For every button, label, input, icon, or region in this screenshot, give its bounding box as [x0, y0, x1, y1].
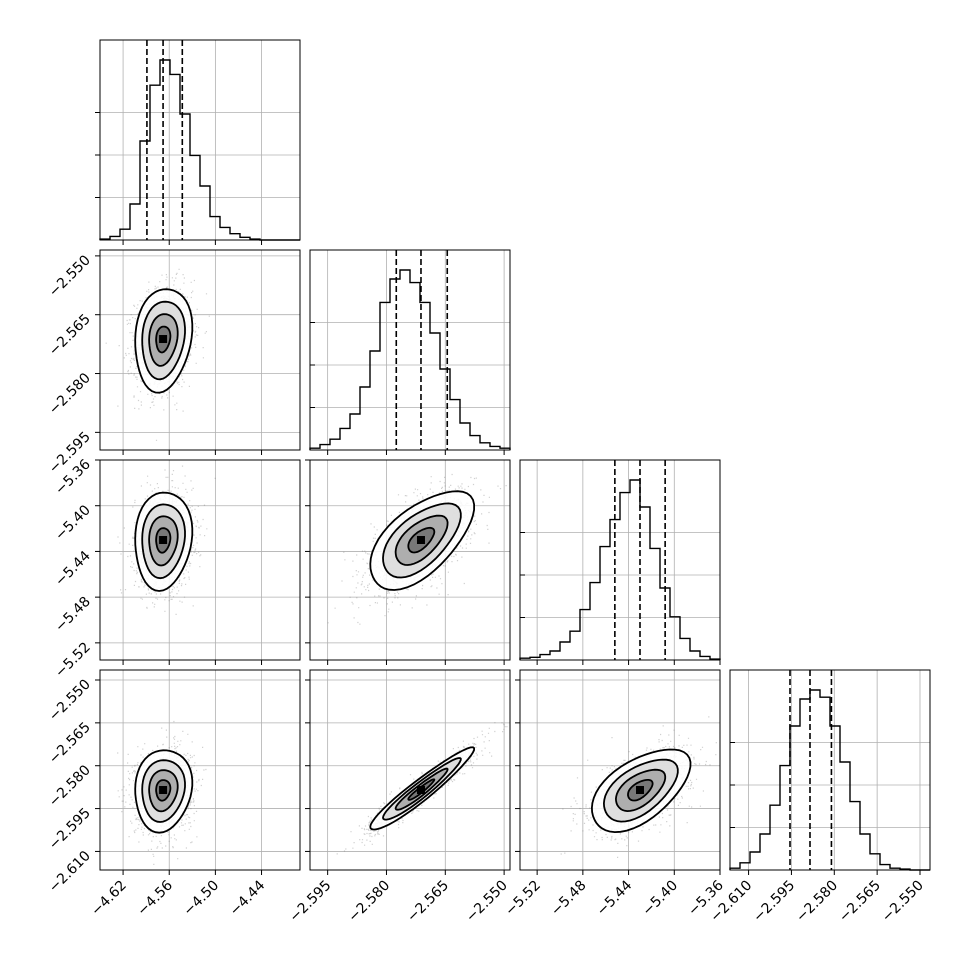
- ytick-label-row2-2: −5.44: [52, 548, 94, 590]
- xtick-label-col3-1: −2.595: [750, 878, 798, 926]
- xtick-label-col0-1: −4.56: [134, 877, 176, 919]
- xtick-label-col1-2: −2.565: [404, 878, 452, 926]
- density-peak-3-2: [636, 786, 644, 794]
- panel-frame-0-0: [99, 39, 301, 241]
- contour-1-0-3: [155, 325, 172, 354]
- ytick-label-row1-1: −2.580: [46, 370, 94, 418]
- panel-1-1: [309, 249, 511, 455]
- panel-3-0: [95, 669, 301, 875]
- panel-frame-2-1: [309, 459, 511, 661]
- ytick-label-row2-0: −5.52: [52, 639, 94, 681]
- contour-2-0-1: [141, 503, 186, 580]
- histogram-3: [729, 689, 930, 871]
- contour-3-0-0: [134, 749, 194, 834]
- contour-3-1-2: [394, 767, 449, 811]
- contour-3-0-1: [141, 759, 186, 823]
- contour-2-1-1: [382, 502, 462, 579]
- panel-frame-3-2: [519, 669, 721, 871]
- panel-3-1: [305, 669, 511, 875]
- ytick-label-row3-4: −2.550: [46, 677, 94, 725]
- xtick-label-col1-0: −2.595: [287, 878, 335, 926]
- contour-3-1-3: [407, 778, 436, 801]
- xtick-label-col2-3: −5.40: [639, 878, 681, 920]
- ytick-label-row3-0: −2.610: [46, 848, 94, 896]
- ytick-label-row2-1: −5.48: [52, 594, 94, 636]
- ytick-label-row1-3: −2.550: [46, 252, 94, 300]
- xtick-label-col3-2: −2.580: [793, 878, 841, 926]
- contour-1-0-1: [141, 300, 186, 381]
- xtick-label-col0-0: −4.62: [88, 878, 130, 920]
- contour-3-1-1: [382, 757, 462, 821]
- panel-2-2: [519, 459, 721, 665]
- xtick-label-col2-1: −5.48: [548, 878, 590, 920]
- panel-0-0: [95, 39, 301, 245]
- xtick-label-col2-0: −5.52: [502, 878, 544, 920]
- ytick-label-row3-3: −2.565: [46, 719, 94, 767]
- scatter-points-3-0: [117, 720, 207, 865]
- contour-3-2-2: [614, 768, 667, 813]
- contour-2-1-3: [407, 526, 436, 554]
- panel-2-0: [95, 459, 301, 665]
- histogram-1: [309, 269, 511, 450]
- panel-2-1: [305, 459, 511, 665]
- panel-frame-1-0: [99, 249, 301, 451]
- panel-frame-3-1: [309, 669, 511, 871]
- ytick-label-row2-3: −5.40: [52, 502, 94, 544]
- histogram-0: [99, 59, 300, 241]
- panel-frame-2-0: [99, 459, 301, 661]
- xtick-label-col1-1: −2.580: [345, 878, 393, 926]
- contour-2-1-0: [369, 490, 475, 591]
- panel-frame-1-1: [309, 249, 511, 451]
- xtick-label-col2-2: −5.44: [594, 877, 636, 919]
- contour-3-2-1: [602, 758, 679, 823]
- panel-frame-2-2: [519, 459, 721, 661]
- contour-1-0-0: [134, 288, 194, 394]
- contour-2-0-2: [148, 515, 179, 567]
- panel-3-3: [729, 669, 931, 875]
- ytick-label-row3-2: −2.580: [46, 762, 94, 810]
- density-peak-1-0: [159, 335, 168, 344]
- xtick-label-col0-3: −4.44: [227, 877, 269, 919]
- contour-2-0-0: [134, 491, 194, 592]
- ytick-label-row3-1: −2.595: [46, 805, 94, 853]
- contour-2-1-2: [394, 514, 449, 566]
- contour-3-1-0: [369, 746, 475, 831]
- contour-2-0-3: [155, 527, 172, 554]
- panel-frame-3-0: [99, 669, 301, 871]
- histogram-2: [519, 479, 721, 660]
- density-peak-3-0: [159, 786, 168, 794]
- xtick-label-col0-2: −4.50: [181, 878, 223, 920]
- panel-frame-3-3: [729, 669, 931, 871]
- xtick-label-col1-3: −2.550: [463, 878, 511, 926]
- xtick-label-col3-4: −2.550: [879, 878, 927, 926]
- contour-3-2-0: [590, 748, 692, 834]
- density-peak-2-1: [416, 536, 425, 544]
- density-peak-2-0: [159, 536, 168, 544]
- panel-3-2: [515, 669, 721, 875]
- contour-1-0-2: [148, 313, 179, 367]
- density-peak-3-1: [416, 786, 425, 794]
- panel-1-0: [95, 249, 301, 455]
- contour-3-0-2: [148, 769, 179, 813]
- contour-3-0-3: [155, 779, 172, 802]
- contour-3-2-3: [627, 779, 654, 802]
- xtick-label-col3-3: −2.565: [836, 878, 884, 926]
- ytick-label-row1-2: −2.565: [46, 311, 94, 359]
